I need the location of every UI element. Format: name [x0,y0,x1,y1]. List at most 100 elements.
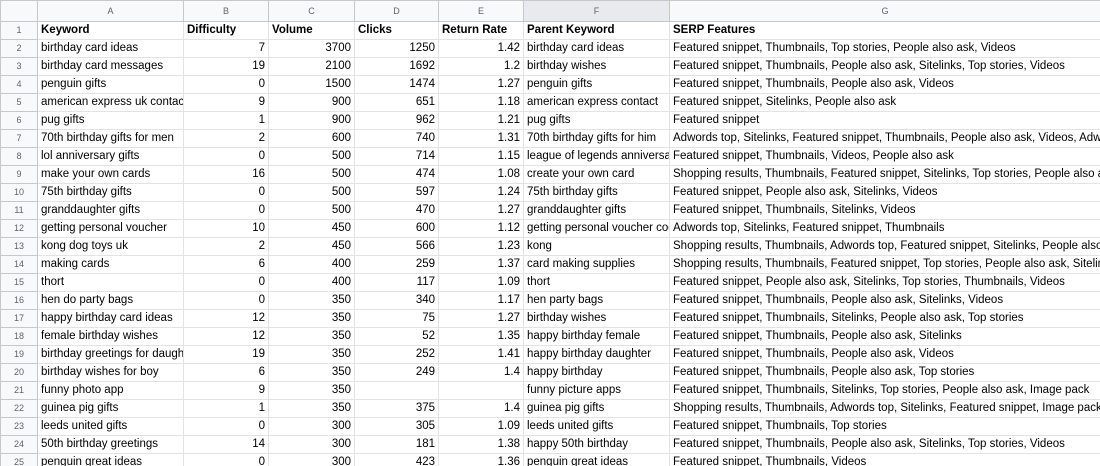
cell-return-rate[interactable]: 1.24 [438,183,524,202]
cell-difficulty[interactable]: 9 [183,93,269,112]
cell-difficulty[interactable]: 1 [183,111,269,130]
cell-serp-features[interactable]: Featured snippet, Thumbnails, Videos [669,453,1100,466]
cell-volume[interactable]: 300 [268,417,355,436]
row-header[interactable]: 7 [0,129,38,148]
cell-return-rate[interactable]: 1.15 [438,147,524,166]
cell-parent-keyword[interactable]: create your own card [523,165,670,184]
cell-serp-features[interactable]: Featured snippet, People also ask, Sitel… [669,273,1100,292]
cell-return-rate[interactable]: 1.08 [438,165,524,184]
cell-difficulty[interactable]: 7 [183,39,269,58]
cell-clicks[interactable]: 1692 [354,57,439,76]
cell-keyword[interactable]: granddaughter gifts [37,201,184,220]
cell-volume[interactable]: 450 [268,219,355,238]
cell-difficulty[interactable]: 2 [183,237,269,256]
cell-clicks[interactable]: 714 [354,147,439,166]
cell-serp-features[interactable]: Featured snippet, People also ask, Sitel… [669,183,1100,202]
cell-volume[interactable]: 400 [268,273,355,292]
cell-return-rate[interactable]: 1.4 [438,363,524,382]
column-header-b[interactable]: B [183,0,269,22]
cell-difficulty[interactable]: 12 [183,327,269,346]
cell-return-rate[interactable]: 1.41 [438,345,524,364]
cell-return-rate[interactable]: 1.23 [438,237,524,256]
cell-keyword[interactable]: penguin great ideas [37,453,184,466]
cell-clicks[interactable]: 52 [354,327,439,346]
cell-difficulty[interactable]: 1 [183,399,269,418]
cell-parent-keyword[interactable]: happy birthday female [523,327,670,346]
cell-keyword[interactable]: pug gifts [37,111,184,130]
cell-volume[interactable]: 450 [268,237,355,256]
cell-clicks[interactable]: 75 [354,309,439,328]
cell-difficulty[interactable]: 6 [183,363,269,382]
cell-keyword[interactable]: birthday card messages [37,57,184,76]
row-header[interactable]: 9 [0,165,38,184]
cell-volume[interactable]: 500 [268,183,355,202]
cell-clicks[interactable]: 259 [354,255,439,274]
cell-clicks[interactable]: 651 [354,93,439,112]
cell-volume[interactable]: 350 [268,291,355,310]
cell-difficulty[interactable]: 9 [183,381,269,400]
cell-clicks[interactable]: 1474 [354,75,439,94]
cell-keyword[interactable]: making cards [37,255,184,274]
cell-serp-features[interactable]: Featured snippet, Thumbnails, Videos, Pe… [669,147,1100,166]
cell-clicks[interactable]: 252 [354,345,439,364]
cell-serp-features[interactable]: Featured snippet, Thumbnails, Sitelinks,… [669,309,1100,328]
cell-parent-keyword[interactable]: birthday card ideas [523,39,670,58]
row-header[interactable]: 20 [0,363,38,382]
cell-serp-features[interactable]: Featured snippet [669,111,1100,130]
cell-parent-keyword[interactable]: 75th birthday gifts [523,183,670,202]
cell-parent-keyword[interactable]: kong [523,237,670,256]
cell-keyword[interactable]: hen do party bags [37,291,184,310]
cell-serp-features[interactable]: Adwords top, Sitelinks, Featured snippet… [669,129,1100,148]
column-header-g[interactable]: G [669,0,1100,22]
cell-volume[interactable]: 3700 [268,39,355,58]
cell-parent-keyword[interactable]: birthday wishes [523,309,670,328]
cell-clicks[interactable]: 423 [354,453,439,466]
row-header[interactable]: 6 [0,111,38,130]
column-header-a[interactable]: A [37,0,184,22]
cell-clicks[interactable]: 597 [354,183,439,202]
cell-volume[interactable]: 500 [268,147,355,166]
cell-serp-features[interactable]: Featured snippet, Thumbnails, People als… [669,435,1100,454]
cell-return-rate[interactable]: 1.12 [438,219,524,238]
cell-keyword[interactable]: 75th birthday gifts [37,183,184,202]
header-cell-return-rate[interactable]: Return Rate [438,21,524,40]
cell-keyword[interactable]: american express uk contact [37,93,184,112]
cell-parent-keyword[interactable]: getting personal voucher code [523,219,670,238]
cell-clicks[interactable]: 1250 [354,39,439,58]
cell-return-rate[interactable]: 1.27 [438,201,524,220]
cell-parent-keyword[interactable]: happy 50th birthday [523,435,670,454]
cell-return-rate[interactable]: 1.37 [438,255,524,274]
cell-serp-features[interactable]: Featured snippet, Sitelinks, People also… [669,93,1100,112]
cell-difficulty[interactable]: 0 [183,201,269,220]
cell-parent-keyword[interactable]: penguin gifts [523,75,670,94]
header-cell-serp-features[interactable]: SERP Features [669,21,1100,40]
cell-clicks[interactable]: 474 [354,165,439,184]
cell-volume[interactable]: 300 [268,453,355,466]
cell-volume[interactable]: 350 [268,309,355,328]
cell-serp-features[interactable]: Featured snippet, Thumbnails, Sitelinks,… [669,381,1100,400]
cell-serp-features[interactable]: Shopping results, Thumbnails, Adwords to… [669,399,1100,418]
cell-clicks[interactable]: 249 [354,363,439,382]
header-cell-clicks[interactable]: Clicks [354,21,439,40]
cell-keyword[interactable]: kong dog toys uk [37,237,184,256]
cell-parent-keyword[interactable]: american express contact [523,93,670,112]
cell-keyword[interactable]: 70th birthday gifts for men [37,129,184,148]
cell-difficulty[interactable]: 0 [183,183,269,202]
cell-difficulty[interactable]: 0 [183,75,269,94]
cell-clicks[interactable]: 340 [354,291,439,310]
cell-return-rate[interactable]: 1.4 [438,399,524,418]
cell-difficulty[interactable]: 2 [183,129,269,148]
row-header[interactable]: 19 [0,345,38,364]
cell-difficulty[interactable]: 0 [183,417,269,436]
cell-difficulty[interactable]: 10 [183,219,269,238]
row-header[interactable]: 1 [0,21,38,40]
cell-serp-features[interactable]: Featured snippet, Thumbnails, People als… [669,327,1100,346]
cell-clicks[interactable]: 375 [354,399,439,418]
cell-keyword[interactable]: birthday card ideas [37,39,184,58]
cell-return-rate[interactable]: 1.17 [438,291,524,310]
cell-volume[interactable]: 350 [268,327,355,346]
cell-clicks[interactable]: 566 [354,237,439,256]
cell-difficulty[interactable]: 19 [183,345,269,364]
cell-return-rate[interactable]: 1.38 [438,435,524,454]
cell-parent-keyword[interactable]: funny picture apps [523,381,670,400]
